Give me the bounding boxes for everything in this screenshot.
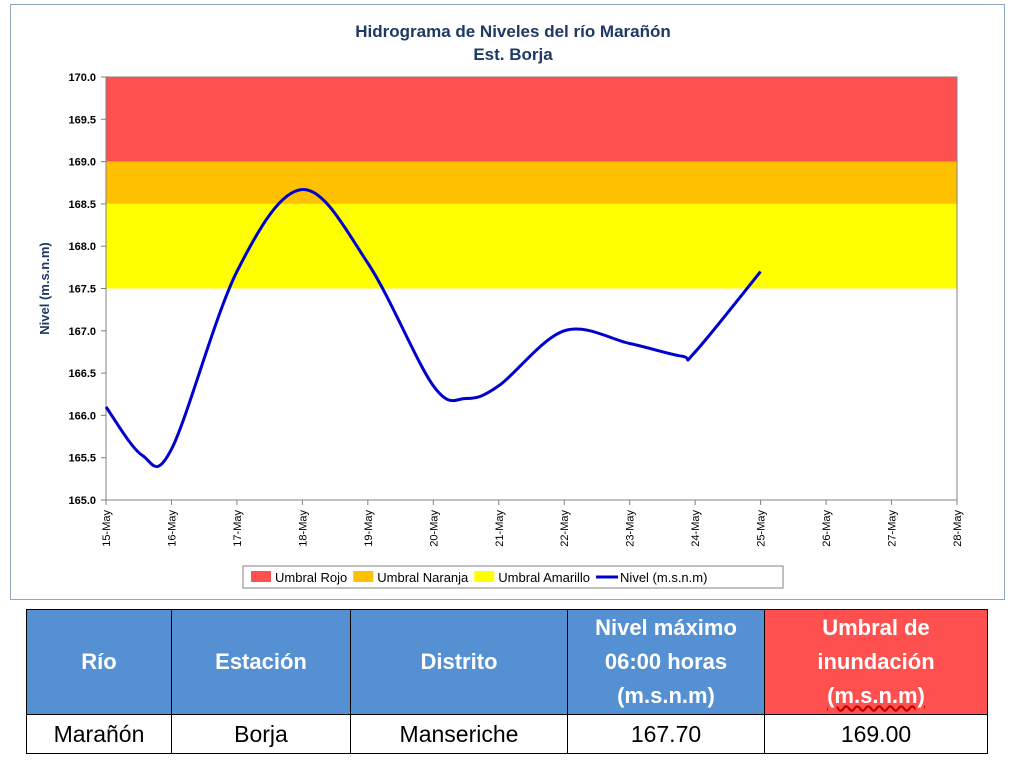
cell-estacion: Borja — [171, 714, 351, 754]
legend-box — [242, 565, 784, 589]
band-2 — [106, 203, 957, 289]
band-1 — [106, 161, 957, 204]
x-tick-label: 15-May — [101, 510, 113, 547]
chart-canvas: Hidrograma de Niveles del río Marañón Es… — [37, 22, 964, 589]
x-tick-label: 24-May — [690, 510, 702, 547]
summary-table: Río Estación Distrito Nivel máximo 06:00… — [26, 609, 988, 754]
header-umbral-line3: (m.s.n.m) — [827, 683, 925, 708]
chart-series — [104, 188, 762, 469]
x-tick-label: 16-May — [166, 510, 178, 547]
x-tick-label: 28-May — [952, 510, 964, 547]
y-tick-label: 168.0 — [68, 241, 96, 253]
header-umbral-inundacion: Umbral de inundación (m.s.n.m) — [764, 609, 988, 715]
x-tick-label: 26-May — [821, 510, 833, 547]
chart-legend: Umbral Rojo Umbral Naranja Umbral Amarillo… — [242, 565, 784, 589]
band-0 — [106, 77, 957, 162]
y-axis-label: Nivel (m.s.n.m) — [37, 242, 52, 334]
header-estacion: Estación — [171, 609, 351, 715]
hydrograph-chart: Hidrograma de Niveles del río Marañón Es… — [10, 4, 1005, 600]
header-distrito: Distrito — [350, 609, 568, 715]
y-tick-label: 165.5 — [68, 453, 96, 465]
y-tick-label: 169.5 — [68, 114, 96, 126]
y-tick-label: 166.5 — [68, 368, 96, 380]
y-tick-label: 167.5 — [68, 284, 96, 296]
threshold-bands — [105, 76, 958, 501]
cell-distrito: Manseriche — [350, 714, 568, 754]
header-nivel-line3: (m.s.n.m) — [617, 683, 715, 708]
chart-axes: 165.0 165.5 166.0 166.5 167.0 167.5 168.0 168.5… — [68, 72, 964, 547]
cell-rio: Marañón — [26, 714, 172, 754]
x-tick-label: 20-May — [428, 510, 440, 547]
cell-nivel: 167.70 — [567, 714, 765, 754]
y-tick-label: 168.5 — [68, 199, 96, 211]
x-tick-label: 21-May — [494, 510, 506, 547]
legend-swatch — [353, 571, 374, 582]
chart-subtitle: Est. Borja — [473, 45, 553, 64]
header-umbral-line1: Umbral de — [822, 615, 930, 640]
y-tick-label: 169.0 — [68, 157, 96, 169]
legend-label: Umbral Rojo — [275, 570, 347, 585]
y-tick-label: 165.0 — [68, 495, 96, 507]
x-tick-label: 22-May — [559, 510, 571, 547]
legend-label: Nivel (m.s.n.m) — [620, 570, 707, 585]
series-line-nivel — [104, 188, 762, 469]
header-nivel-line2: 06:00 horas — [604, 649, 728, 674]
x-tick-label: 17-May — [232, 510, 244, 547]
x-tick-label: 18-May — [297, 510, 309, 547]
x-tick-label: 23-May — [625, 510, 637, 547]
legend-swatch — [251, 571, 271, 582]
header-rio: Río — [26, 609, 172, 715]
y-tick-label: 167.0 — [68, 326, 96, 338]
x-tick-label: 27-May — [887, 510, 899, 547]
header-nivel-line1: Nivel máximo — [595, 615, 737, 640]
x-tick-label: 19-May — [363, 510, 375, 547]
table-header-row: Río Estación Distrito Nivel máximo 06:00… — [26, 609, 988, 715]
table-row: Marañón Borja Manseriche 167.70 169.00 — [26, 714, 988, 754]
cell-umbral: 169.00 — [764, 714, 988, 754]
legend-label: Umbral Naranja — [377, 570, 469, 585]
header-umbral-line2: inundación — [817, 649, 935, 674]
legend-swatch — [474, 571, 495, 582]
legend-label: Umbral Amarillo — [498, 570, 590, 585]
y-tick-label: 166.0 — [68, 410, 96, 422]
y-tick-label: 170.0 — [68, 72, 96, 84]
chart-title: Hidrograma de Niveles del río Marañón — [355, 22, 671, 41]
x-tick-label: 25-May — [756, 510, 768, 547]
header-nivel-maximo: Nivel máximo 06:00 horas (m.s.n.m) — [567, 609, 765, 715]
